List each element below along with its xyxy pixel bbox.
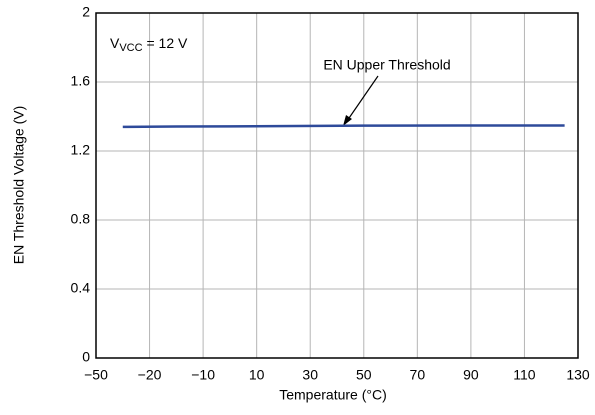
x-tick-label: 30 bbox=[302, 367, 318, 383]
y-tick-label: 0 bbox=[82, 349, 90, 365]
arrow bbox=[346, 75, 379, 122]
y-tick-label: 2 bbox=[82, 4, 90, 20]
y-tick-label: 1.6 bbox=[71, 73, 91, 89]
x-tick-label: 90 bbox=[463, 367, 479, 383]
x-tick-label: −10 bbox=[191, 367, 215, 383]
x-tick-label: 130 bbox=[566, 367, 590, 383]
x-tick-label: 70 bbox=[410, 367, 426, 383]
y-axis-label: EN Threshold Voltage (V) bbox=[11, 106, 27, 265]
x-tick-label: 10 bbox=[249, 367, 265, 383]
annotation: VVCC = 12 V bbox=[110, 35, 188, 54]
y-tick-label: 1.2 bbox=[71, 142, 91, 158]
arrow-head bbox=[343, 115, 352, 126]
plot-border bbox=[95, 12, 579, 359]
line bbox=[122, 124, 565, 129]
x-axis-label: Temperature (°C) bbox=[279, 387, 387, 403]
x-tick-label: −20 bbox=[138, 367, 162, 383]
series-label: EN Upper Threshold bbox=[323, 57, 450, 73]
x-tick-label: −50 bbox=[84, 367, 108, 383]
x-tick-label: 50 bbox=[356, 367, 372, 383]
y-tick-label: 0.8 bbox=[71, 211, 91, 227]
y-tick-label: 0.4 bbox=[71, 280, 91, 296]
x-tick-label: 110 bbox=[513, 367, 536, 383]
